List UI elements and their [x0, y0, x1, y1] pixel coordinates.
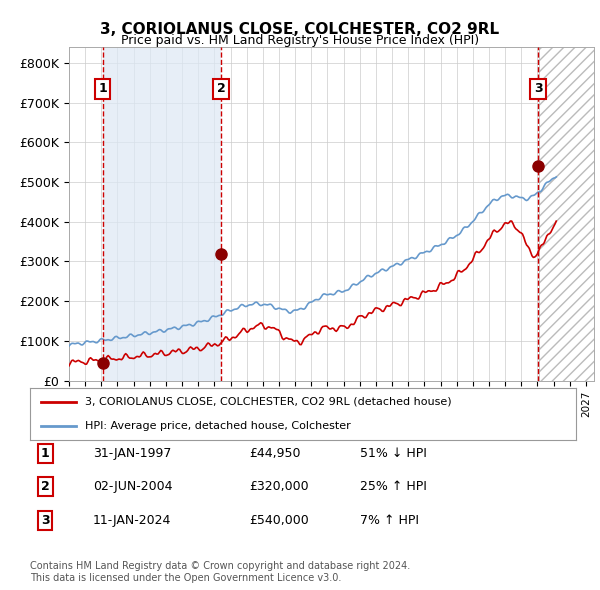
Text: Contains HM Land Registry data © Crown copyright and database right 2024.
This d: Contains HM Land Registry data © Crown c…: [30, 561, 410, 583]
Text: 51% ↓ HPI: 51% ↓ HPI: [360, 447, 427, 460]
Text: 3, CORIOLANUS CLOSE, COLCHESTER, CO2 9RL: 3, CORIOLANUS CLOSE, COLCHESTER, CO2 9RL: [100, 22, 500, 37]
Text: 25% ↑ HPI: 25% ↑ HPI: [360, 480, 427, 493]
Text: 02-JUN-2004: 02-JUN-2004: [93, 480, 173, 493]
Text: £44,950: £44,950: [249, 447, 301, 460]
Bar: [539, 47, 594, 381]
Text: 3, CORIOLANUS CLOSE, COLCHESTER, CO2 9RL (detached house): 3, CORIOLANUS CLOSE, COLCHESTER, CO2 9RL…: [85, 396, 451, 407]
Text: £540,000: £540,000: [249, 514, 309, 527]
Text: 1: 1: [98, 83, 107, 96]
Text: 3: 3: [534, 83, 542, 96]
Bar: [103, 47, 221, 381]
Text: 3: 3: [41, 514, 49, 527]
Text: Price paid vs. HM Land Registry's House Price Index (HPI): Price paid vs. HM Land Registry's House …: [121, 34, 479, 47]
Text: 7% ↑ HPI: 7% ↑ HPI: [360, 514, 419, 527]
Text: 11-JAN-2024: 11-JAN-2024: [93, 514, 172, 527]
Text: HPI: Average price, detached house, Colchester: HPI: Average price, detached house, Colc…: [85, 421, 350, 431]
Text: 2: 2: [41, 480, 49, 493]
Text: £320,000: £320,000: [249, 480, 308, 493]
Text: 2: 2: [217, 83, 226, 96]
Text: 31-JAN-1997: 31-JAN-1997: [93, 447, 172, 460]
Text: 1: 1: [41, 447, 49, 460]
